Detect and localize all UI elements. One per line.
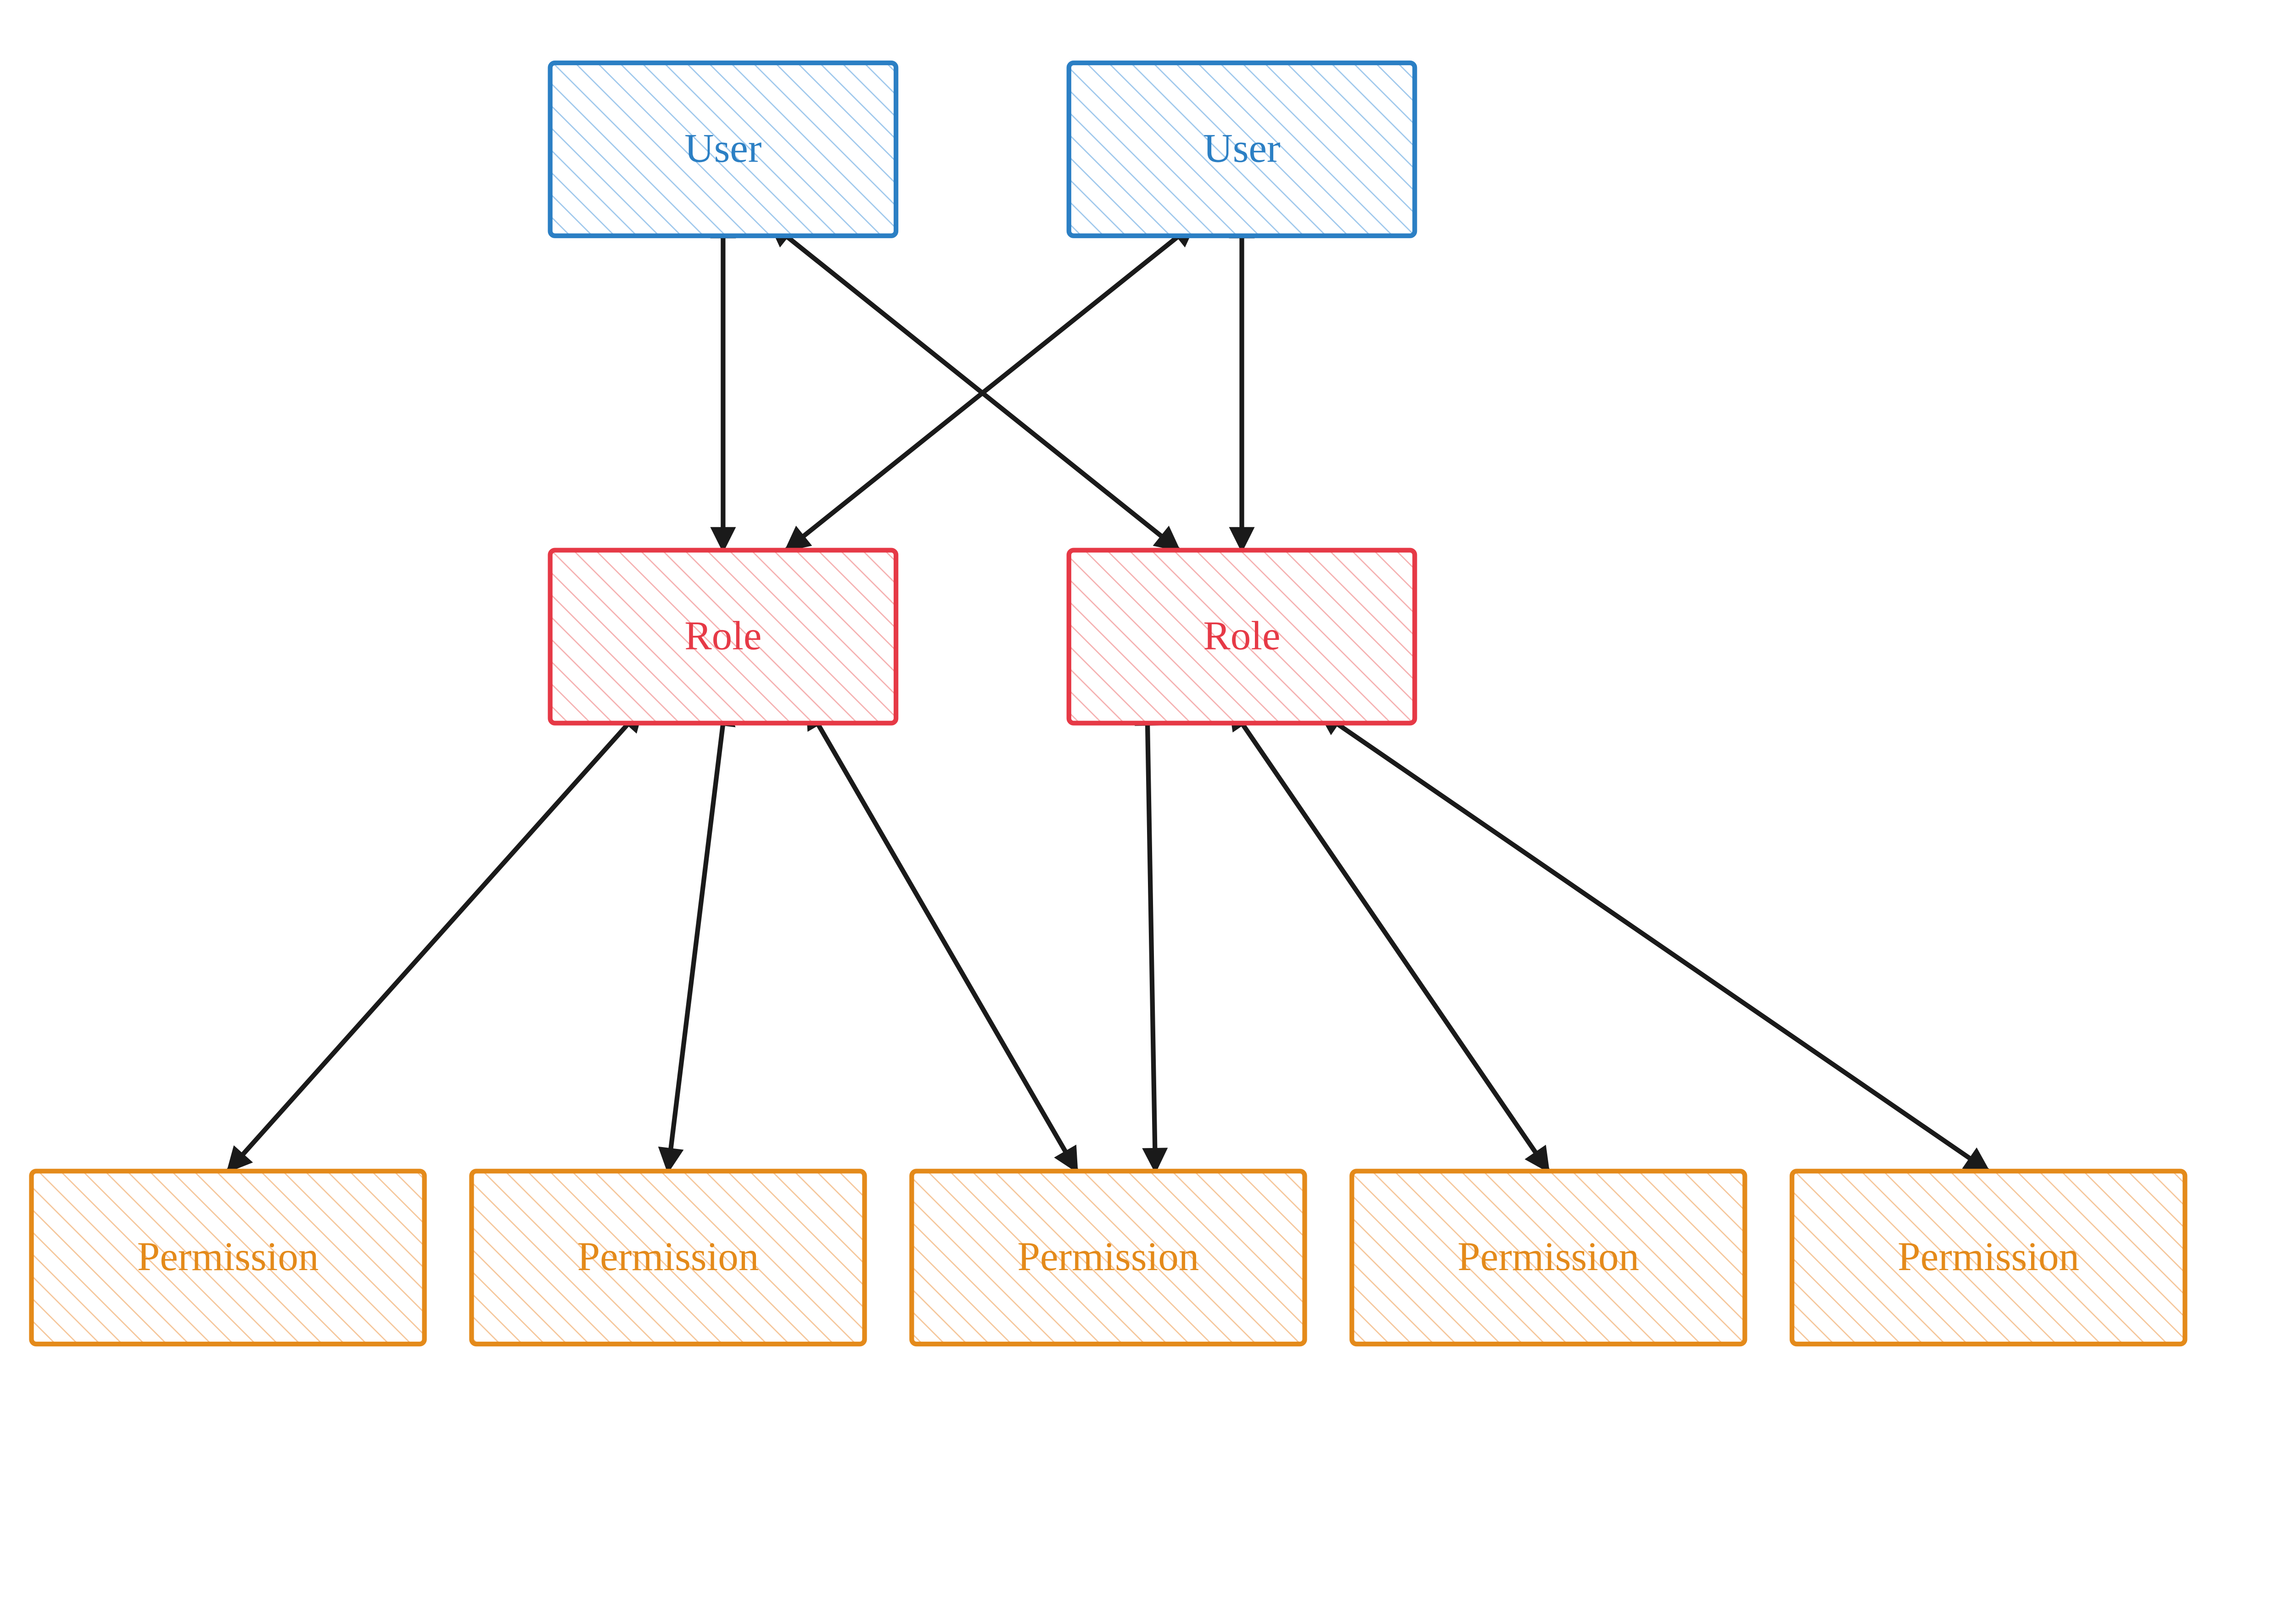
node-perm1: Permission (32, 1171, 425, 1344)
node-label-perm3: Permission (1018, 1234, 1199, 1279)
node-label-perm2: Permission (577, 1234, 759, 1279)
node-label-perm5: Permission (1898, 1234, 2079, 1279)
edge-role2-perm3 (1148, 723, 1155, 1171)
node-label-role2: Role (1203, 613, 1280, 658)
nodes-layer: User User Role Role Permission Permission Perm… (32, 63, 2185, 1344)
node-user2: User (1069, 63, 1415, 236)
node-role2: Role (1069, 550, 1415, 723)
edge-role1-perm3 (817, 723, 1077, 1171)
edge-role2-perm4 (1242, 723, 1548, 1171)
node-label-perm4: Permission (1457, 1234, 1639, 1279)
node-label-user1: User (684, 126, 761, 171)
rbac-diagram: User User Role Role Permission Permission Perm… (0, 0, 2295, 1383)
node-perm4: Permission (1352, 1171, 1745, 1344)
edge-role2-perm5 (1336, 723, 1988, 1171)
node-label-perm1: Permission (137, 1234, 319, 1279)
node-role1: Role (550, 550, 896, 723)
node-user1: User (550, 63, 896, 236)
node-perm5: Permission (1792, 1171, 2185, 1344)
node-perm2: Permission (471, 1171, 864, 1344)
node-label-user2: User (1203, 126, 1280, 171)
edge-role1-perm1 (228, 723, 629, 1171)
edge-role1-perm2 (668, 723, 723, 1171)
node-label-role1: Role (684, 613, 761, 658)
node-perm3: Permission (912, 1171, 1304, 1344)
